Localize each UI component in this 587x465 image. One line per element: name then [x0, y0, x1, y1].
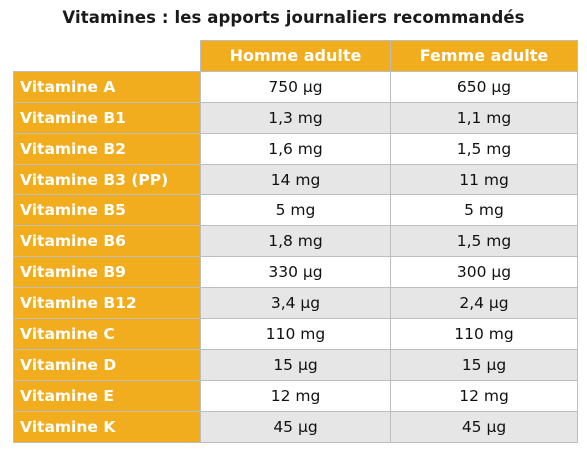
row-header-vitamin: Vitamine D [13, 348, 201, 381]
cell-femme-value: 5 mg [390, 194, 578, 227]
cell-femme-value: 1,5 mg [390, 132, 578, 165]
row-header-vitamin: Vitamine E [13, 379, 201, 412]
table-row: Vitamine B1 1,3 mg 1,1 mg [13, 101, 578, 134]
cell-homme-value: 1,8 mg [200, 225, 391, 258]
row-header-vitamin: Vitamine B9 [13, 256, 201, 289]
cell-femme-value: 110 mg [390, 318, 578, 350]
table-row: Vitamine C 110 mg 110 mg [13, 318, 578, 350]
table-header: Homme adulte Femme adulte [13, 40, 578, 72]
row-header-vitamin: Vitamine B3 (PP) [13, 163, 201, 196]
cell-homme-value: 15 µg [200, 348, 391, 381]
column-header-homme: Homme adulte [200, 40, 391, 72]
cell-femme-value: 2,4 µg [390, 287, 578, 320]
cell-homme-value: 750 µg [200, 70, 391, 103]
row-header-vitamin: Vitamine C [13, 318, 201, 350]
cell-homme-value: 14 mg [200, 163, 391, 196]
cell-homme-value: 110 mg [200, 318, 391, 350]
cell-femme-value: 1,1 mg [390, 101, 578, 134]
cell-femme-value: 650 µg [390, 70, 578, 103]
cell-femme-value: 15 µg [390, 348, 578, 381]
table-row: Vitamine B12 3,4 µg 2,4 µg [13, 287, 578, 320]
header-row: Homme adulte Femme adulte [13, 40, 578, 72]
cell-homme-value: 3,4 µg [200, 287, 391, 320]
cell-homme-value: 5 mg [200, 194, 391, 227]
table-body: Vitamine A 750 µg 650 µg Vitamine B1 1,3 mg 1… [13, 70, 578, 443]
table-row: Vitamine B2 1,6 mg 1,5 mg [13, 132, 578, 165]
row-header-vitamin: Vitamine A [13, 70, 201, 103]
row-header-vitamin: Vitamine K [13, 410, 201, 443]
table-row: Vitamine K 45 µg 45 µg [13, 410, 578, 443]
cell-homme-value: 1,3 mg [200, 101, 391, 134]
row-header-vitamin: Vitamine B5 [13, 194, 201, 227]
table-row: Vitamine E 12 mg 12 mg [13, 379, 578, 412]
table-row: Vitamine B6 1,8 mg 1,5 mg [13, 225, 578, 258]
row-header-vitamin: Vitamine B6 [13, 225, 201, 258]
table-row: Vitamine B9 330 µg 300 µg [13, 256, 578, 289]
row-header-vitamin: Vitamine B2 [13, 132, 201, 165]
cell-femme-value: 1,5 mg [390, 225, 578, 258]
cell-femme-value: 11 mg [390, 163, 578, 196]
cell-femme-value: 300 µg [390, 256, 578, 289]
table-row: Vitamine B5 5 mg 5 mg [13, 194, 578, 227]
header-corner-cell [13, 40, 201, 72]
table-row: Vitamine B3 (PP) 14 mg 11 mg [13, 163, 578, 196]
cell-femme-value: 12 mg [390, 379, 578, 412]
cell-homme-value: 1,6 mg [200, 132, 391, 165]
cell-homme-value: 330 µg [200, 256, 391, 289]
table-row: Vitamine D 15 µg 15 µg [13, 348, 578, 381]
table-row: Vitamine A 750 µg 650 µg [13, 70, 578, 103]
row-header-vitamin: Vitamine B12 [13, 287, 201, 320]
column-header-femme: Femme adulte [390, 40, 578, 72]
page-title: Vitamines : les apports journaliers reco… [62, 8, 525, 27]
cell-homme-value: 12 mg [200, 379, 391, 412]
vitamin-table: Homme adulte Femme adulte Vitamine A 750 … [13, 40, 578, 443]
cell-homme-value: 45 µg [200, 410, 391, 443]
cell-femme-value: 45 µg [390, 410, 578, 443]
row-header-vitamin: Vitamine B1 [13, 101, 201, 134]
